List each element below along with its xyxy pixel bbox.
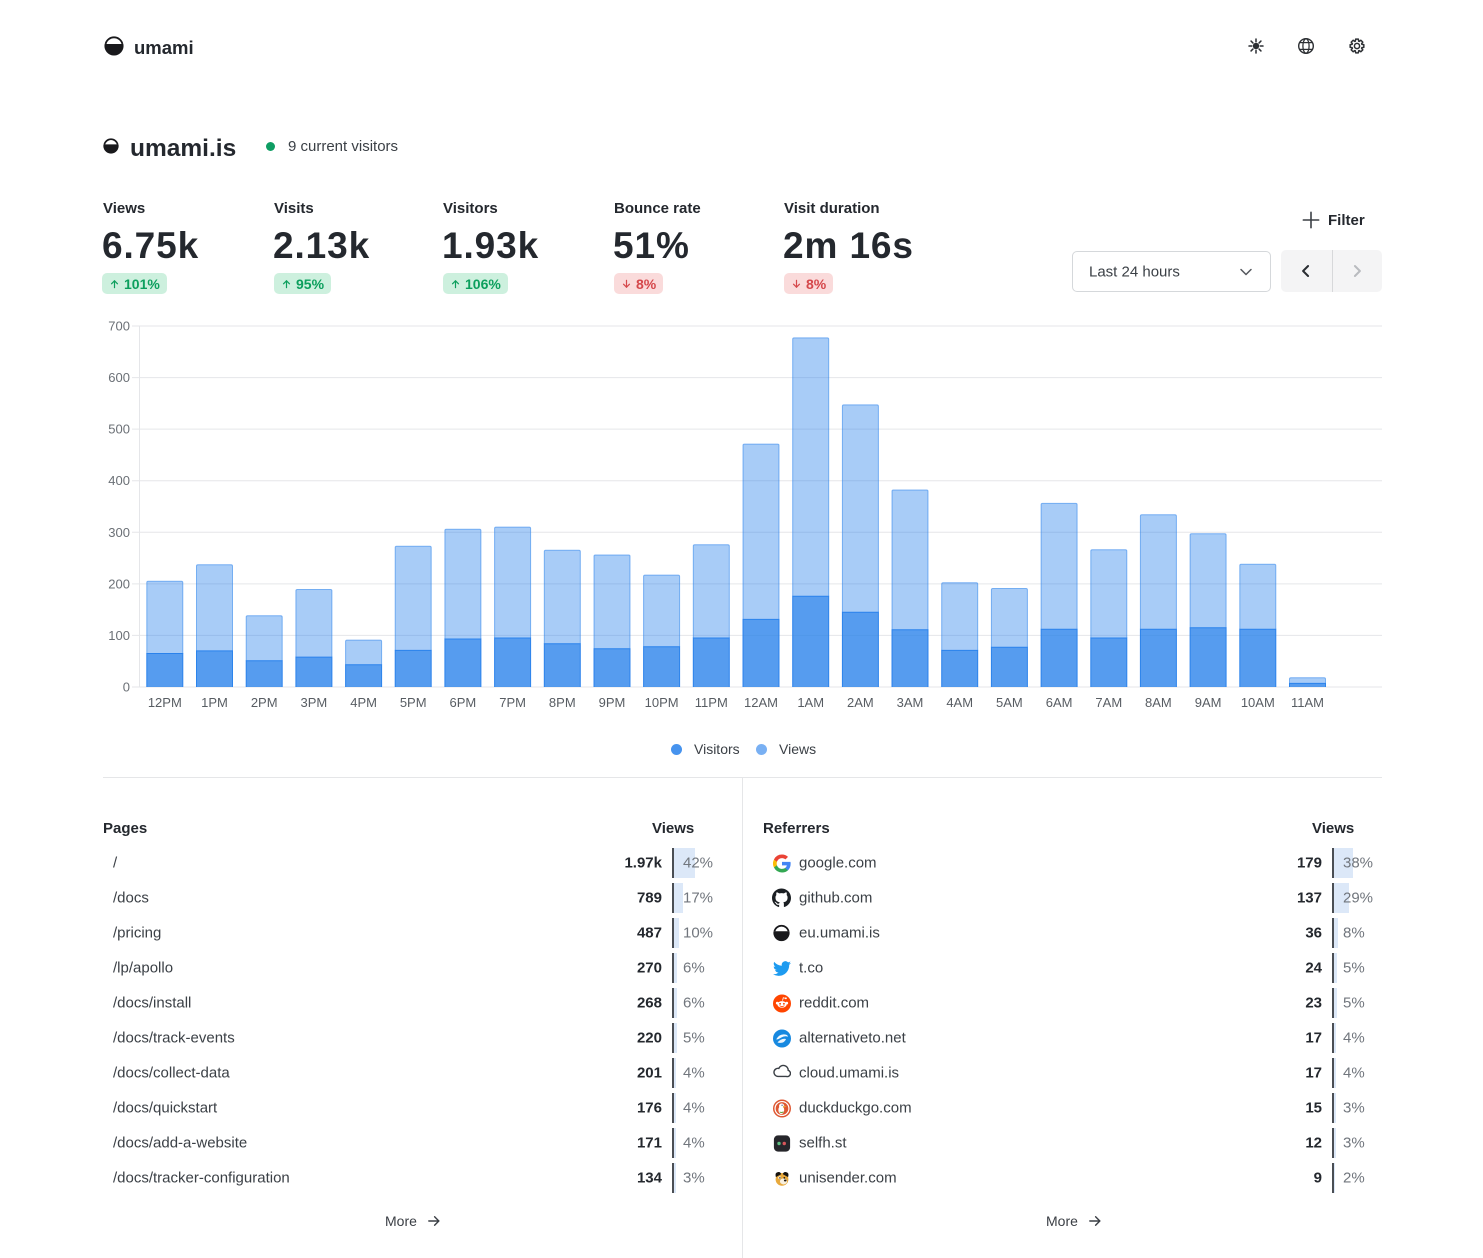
svg-text:9AM: 9AM bbox=[1195, 695, 1222, 710]
svg-text:8AM: 8AM bbox=[1145, 695, 1172, 710]
svg-text:9PM: 9PM bbox=[599, 695, 626, 710]
svg-text:2PM: 2PM bbox=[251, 695, 278, 710]
svg-text:400: 400 bbox=[108, 473, 130, 488]
svg-text:3AM: 3AM bbox=[897, 695, 924, 710]
svg-text:6PM: 6PM bbox=[450, 695, 477, 710]
svg-text:1AM: 1AM bbox=[797, 695, 824, 710]
svg-text:300: 300 bbox=[108, 525, 130, 540]
svg-text:100: 100 bbox=[108, 628, 130, 643]
svg-text:2AM: 2AM bbox=[847, 695, 874, 710]
svg-text:5PM: 5PM bbox=[400, 695, 427, 710]
svg-text:12AM: 12AM bbox=[744, 695, 778, 710]
svg-text:4AM: 4AM bbox=[946, 695, 973, 710]
svg-text:700: 700 bbox=[108, 319, 130, 334]
svg-text:11PM: 11PM bbox=[695, 695, 728, 710]
svg-text:6AM: 6AM bbox=[1046, 695, 1073, 710]
svg-text:12PM: 12PM bbox=[148, 695, 182, 710]
svg-text:0: 0 bbox=[123, 680, 130, 695]
svg-text:10PM: 10PM bbox=[645, 695, 679, 710]
svg-text:600: 600 bbox=[108, 370, 130, 385]
svg-text:11AM: 11AM bbox=[1291, 695, 1324, 710]
svg-text:8PM: 8PM bbox=[549, 695, 576, 710]
svg-text:5AM: 5AM bbox=[996, 695, 1023, 710]
svg-text:4PM: 4PM bbox=[350, 695, 377, 710]
svg-text:7AM: 7AM bbox=[1095, 695, 1122, 710]
svg-text:200: 200 bbox=[108, 576, 130, 591]
svg-text:500: 500 bbox=[108, 422, 130, 437]
svg-text:7PM: 7PM bbox=[499, 695, 526, 710]
svg-text:1PM: 1PM bbox=[201, 695, 228, 710]
svg-text:10AM: 10AM bbox=[1241, 695, 1275, 710]
svg-text:3PM: 3PM bbox=[301, 695, 328, 710]
